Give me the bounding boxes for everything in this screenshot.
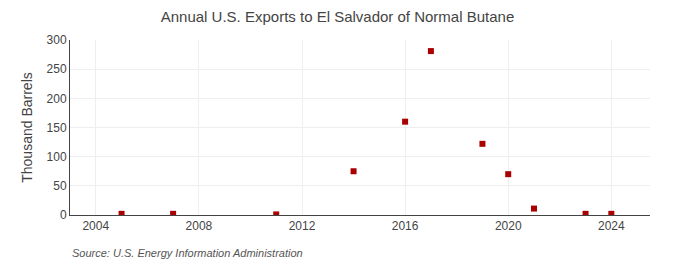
svg-text:0: 0 [60,208,67,222]
svg-text:50: 50 [53,179,67,193]
svg-text:300: 300 [47,33,67,47]
svg-text:Thousand Barrels: Thousand Barrels [19,72,35,183]
svg-text:2008: 2008 [186,219,213,233]
svg-text:Source: U.S. Energy Informatio: Source: U.S. Energy Information Administ… [72,247,303,259]
svg-text:2020: 2020 [495,219,522,233]
svg-text:200: 200 [47,92,67,106]
svg-text:Annual U.S. Exports to El Salv: Annual U.S. Exports to El Salvador of No… [161,8,515,25]
svg-text:2016: 2016 [392,219,419,233]
svg-text:100: 100 [47,150,67,164]
svg-text:2012: 2012 [289,219,316,233]
svg-text:2004: 2004 [82,219,109,233]
svg-text:150: 150 [47,121,67,135]
svg-text:250: 250 [47,62,67,76]
svg-text:2024: 2024 [598,219,625,233]
